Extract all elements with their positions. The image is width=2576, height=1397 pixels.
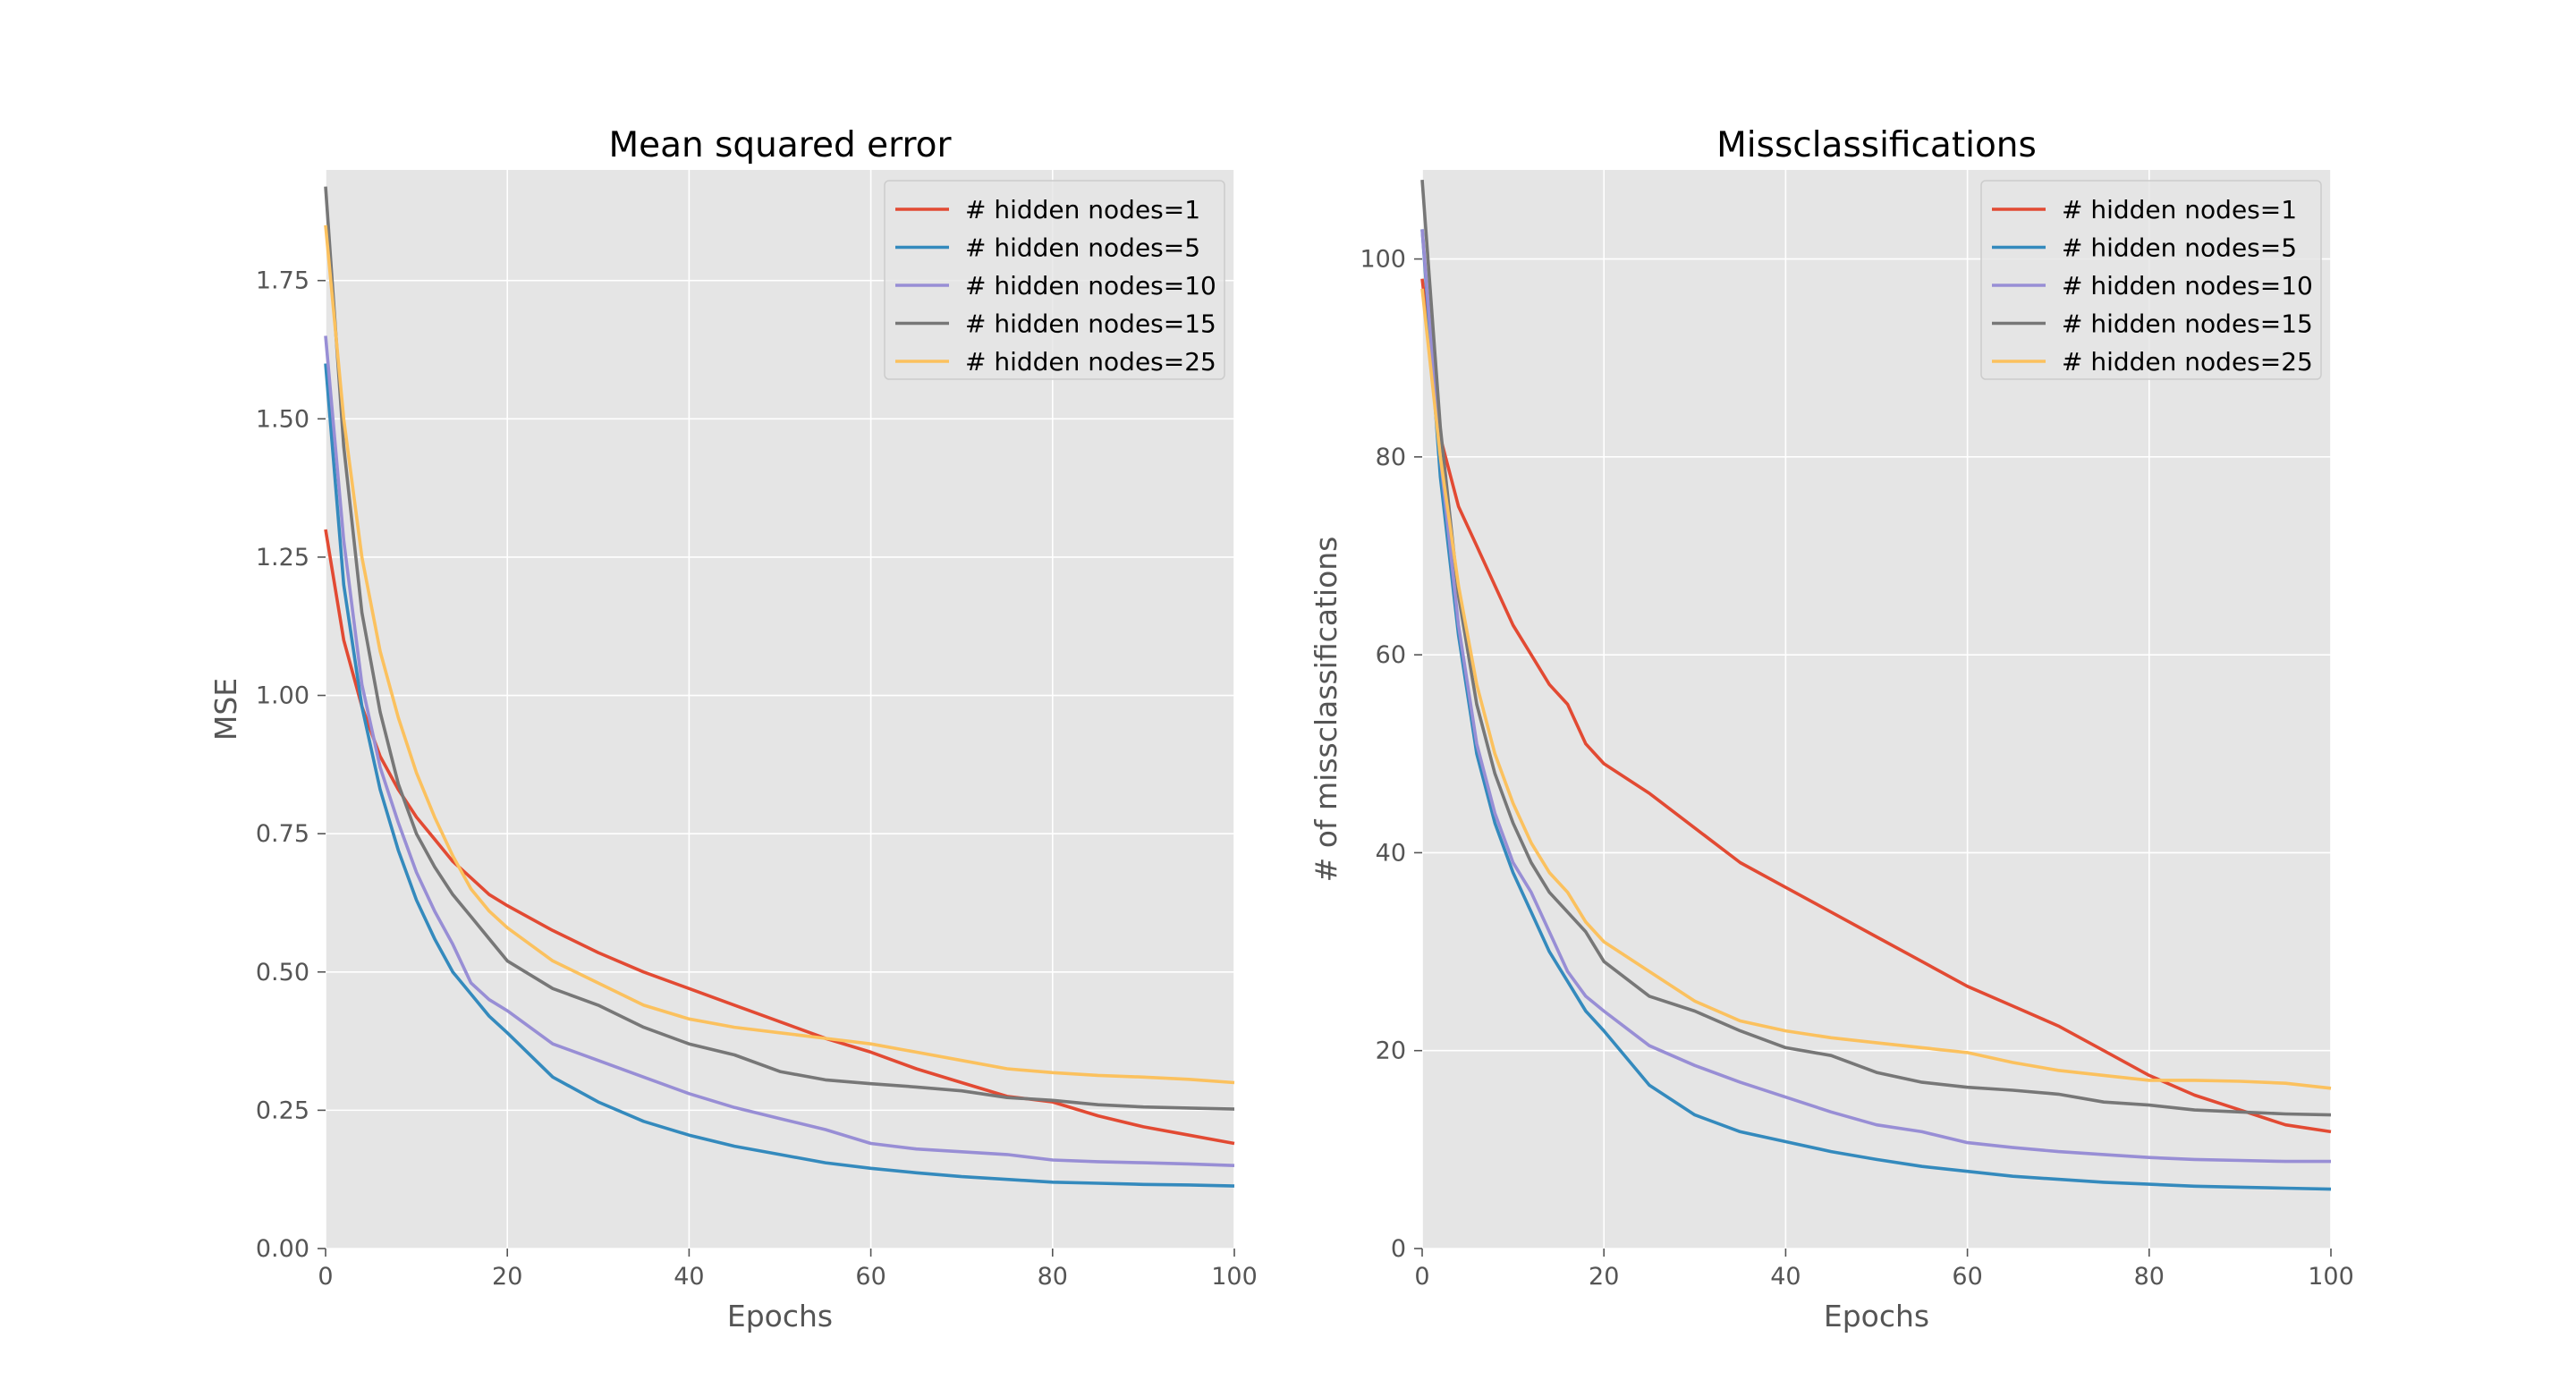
legend-label-1: # hidden nodes=1 [2062,195,2297,224]
series-line-2 [1420,229,2332,1191]
y-tick-label: 0.75 [256,820,309,848]
legend-label-1: # hidden nodes=1 [965,195,1200,224]
x-tick-label: 60 [855,1263,886,1291]
x-axis-label: Epochs [1824,1299,1929,1334]
series-line-4 [1420,179,2332,1117]
x-tick-label: 80 [1038,1263,1068,1291]
series-line-3 [324,335,1235,1167]
x-tick-label: 100 [2308,1263,2354,1291]
legend-label-2: # hidden nodes=5 [965,233,1200,263]
y-tick-label: 0 [1391,1235,1406,1263]
x-tick-label: 20 [1589,1263,1619,1291]
y-tick-label: 1.50 [256,405,309,433]
y-tick-label: 80 [1376,444,1406,471]
legend-label-4: # hidden nodes=15 [2062,309,2313,339]
series-line-4 [324,186,1235,1111]
series-line-2 [324,363,1235,1188]
y-tick-label: 1.25 [256,544,309,572]
chart-panel-1: 0 20 40 60 80 100 0.00 0.25 0.50 0.75 1.00 1.25 1.50… [208,125,1258,1334]
gridlines [325,170,1235,1249]
legend-label-3: # hidden nodes=10 [965,271,1216,301]
x-axis-label: Epochs [727,1299,833,1334]
x-tick-label: 40 [1770,1263,1801,1291]
y-tick-label: 20 [1376,1037,1406,1065]
y-axis-label: # of missclassifications [1309,537,1343,883]
x-tick-label: 60 [1952,1263,1982,1291]
gridlines [1421,170,2332,1249]
chart-title: Missclassifications [1716,125,2037,165]
x-tick-label: 0 [1414,1263,1429,1291]
x-tick-label: 100 [1211,1263,1258,1291]
legend-label-2: # hidden nodes=5 [2062,233,2297,263]
chart-title: Mean squared error [608,125,952,165]
y-tick-label: 40 [1376,839,1406,867]
series-lines [324,186,1235,1188]
legend: # hidden nodes=1 # hidden nodes=5 # hidden… [884,180,1225,380]
series-line-3 [1420,229,2331,1164]
legend-box [1980,180,2322,380]
series-line-1 [1420,278,2332,1134]
y-tick-label: 100 [1360,246,1406,274]
legend-label-3: # hidden nodes=10 [2062,271,2313,301]
legend-label-5: # hidden nodes=25 [965,347,1216,377]
chart-panel-2: 0 20 40 60 80 100 0 20 40 60 80 100 Missclassificati… [1309,125,2354,1334]
x-tick-label: 40 [674,1263,704,1291]
series-line-5 [324,224,1235,1085]
y-tick-label: 1.75 [256,267,309,295]
y-tick-label: 0.25 [256,1096,309,1124]
legend-box [884,180,1225,380]
x-tick-label: 0 [318,1263,333,1291]
legend-label-4: # hidden nodes=15 [965,309,1216,339]
series-line-5 [1420,288,2332,1090]
y-tick-label: 60 [1376,641,1406,669]
y-tick-label: 0.00 [256,1235,309,1263]
y-tick-label: 1.00 [256,682,309,710]
y-axis-label: MSE [208,678,243,741]
legend: # hidden nodes=1 # hidden nodes=5 # hidden… [1980,180,2322,380]
y-tick-label: 0.50 [256,959,309,986]
legend-label-5: # hidden nodes=25 [2062,347,2313,377]
x-tick-label: 20 [492,1263,522,1291]
series-lines [1420,179,2332,1191]
x-tick-label: 80 [2134,1263,2165,1291]
